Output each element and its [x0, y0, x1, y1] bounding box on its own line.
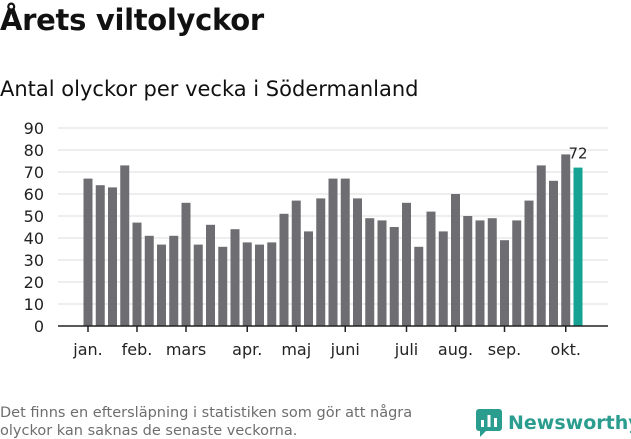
weekly-accidents-bar-chart: 0 10 20 30 40 50 60 70 80 90 72 jan. feb. mars apr. maj… — [24, 119, 608, 359]
bar — [500, 240, 509, 326]
chart-title: Årets viltolyckor — [0, 3, 264, 37]
bar-highlight — [573, 167, 583, 326]
y-tick-label: 50 — [24, 207, 44, 226]
bar — [463, 216, 473, 326]
bar — [536, 165, 546, 326]
bar — [426, 211, 436, 326]
bar — [267, 242, 277, 326]
x-tick-label: aug. — [438, 340, 473, 359]
y-tick-label: 90 — [24, 119, 44, 138]
bar — [255, 244, 264, 326]
x-tick-label: juni — [330, 340, 360, 359]
bar — [487, 218, 497, 326]
bar — [475, 220, 485, 326]
bar — [561, 154, 571, 326]
bar — [340, 178, 350, 326]
y-tick-label: 20 — [24, 273, 44, 292]
brand-name: Newsworthy — [508, 412, 631, 434]
bar — [402, 202, 411, 326]
bar — [120, 165, 130, 326]
bar — [377, 220, 387, 326]
bar — [549, 180, 558, 326]
chart-subtitle: Antal olyckor per vecka i Södermanland — [0, 77, 419, 101]
bar — [291, 200, 301, 326]
y-tick-label: 40 — [24, 229, 44, 248]
bar — [95, 185, 105, 326]
y-tick-label: 10 — [24, 295, 44, 314]
x-tick-label: jan. — [72, 340, 102, 359]
y-tick-label: 70 — [24, 163, 44, 182]
bar — [132, 222, 142, 326]
bar — [169, 235, 179, 326]
bar — [524, 200, 534, 326]
x-tick-label: apr. — [232, 340, 262, 359]
y-tick-label: 60 — [24, 185, 44, 204]
footnote: Det finns en eftersläpning i statistiken… — [0, 405, 413, 439]
x-tick-label: maj — [281, 340, 311, 359]
bar — [144, 235, 154, 326]
x-tick-label: okt. — [551, 340, 581, 359]
y-tick-label: 0 — [34, 317, 44, 336]
bar — [353, 198, 362, 326]
bar — [279, 213, 289, 326]
y-tick-label: 30 — [24, 251, 44, 270]
bar — [83, 178, 93, 326]
bar — [242, 242, 252, 326]
x-tick-label: feb. — [122, 340, 153, 359]
bar — [108, 187, 117, 326]
x-tick-label: mars — [166, 340, 206, 359]
bar — [157, 244, 166, 326]
bar — [206, 224, 215, 326]
bar — [328, 178, 338, 326]
bar — [389, 227, 399, 326]
x-tick-label: juli — [394, 340, 418, 359]
bar — [316, 198, 326, 326]
bar — [181, 202, 191, 326]
brand: Newsworthy — [476, 408, 631, 438]
bar — [230, 229, 240, 326]
y-tick-label: 80 — [24, 141, 44, 160]
bar — [304, 231, 313, 326]
highlight-value-label: 72 — [568, 145, 587, 163]
bar — [451, 194, 460, 326]
bar — [218, 246, 228, 326]
newsworthy-logo-icon — [476, 409, 502, 437]
bar — [414, 246, 424, 326]
bar — [438, 231, 448, 326]
bar — [365, 218, 375, 326]
x-tick-label: sep. — [488, 340, 521, 359]
bar — [512, 220, 522, 326]
bar — [193, 244, 203, 326]
